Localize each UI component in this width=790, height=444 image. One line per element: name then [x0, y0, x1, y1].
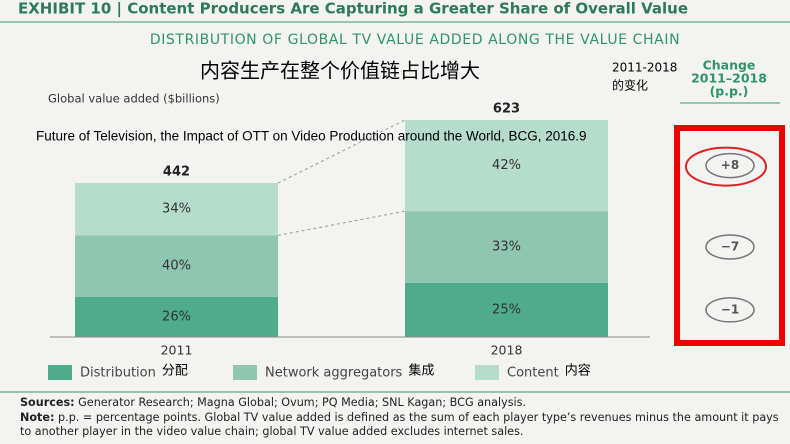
legend-note: 分配 — [162, 364, 188, 379]
bar-segment — [405, 120, 608, 212]
y-axis-label: Global value added ($billions) — [48, 92, 220, 106]
total-label: 623 — [493, 102, 520, 117]
bar-segment — [405, 211, 608, 283]
note: Note: p.p. = percentage points. Global T… — [20, 411, 780, 440]
x-tick-label: 2018 — [491, 343, 523, 358]
change-label: +8 — [721, 158, 739, 172]
footer: Sources: Generator Research; Magna Globa… — [20, 396, 780, 440]
change-note: 的变化 — [612, 78, 648, 93]
x-tick-label: 2011 — [161, 343, 193, 358]
value-label: 40% — [162, 259, 191, 274]
change-oval — [705, 297, 755, 323]
bar-segment — [75, 183, 278, 236]
legend-swatch — [475, 365, 499, 380]
value-label: 34% — [162, 202, 191, 217]
note-label: Note: — [20, 410, 55, 424]
bar-segment — [75, 235, 278, 297]
change-oval — [705, 234, 755, 260]
legend-label: Distribution — [80, 366, 156, 381]
sources-label: Sources: — [20, 396, 75, 409]
sources-text: Generator Research; Magna Global; Ovum; … — [78, 396, 527, 409]
total-label: 442 — [163, 165, 190, 180]
legend-label: Network aggregators — [265, 366, 403, 381]
connector — [277, 210, 406, 236]
change-label: −7 — [721, 239, 739, 253]
legend-label: Content — [507, 366, 559, 381]
value-label: 26% — [162, 309, 191, 324]
change-title: Change — [703, 58, 756, 73]
change-label: −1 — [721, 302, 739, 316]
legend-swatch — [233, 365, 257, 380]
value-label: 33% — [492, 239, 521, 254]
bar-segment — [75, 296, 278, 337]
change-title: (p.p.) — [710, 84, 749, 99]
sources: Sources: Generator Research; Magna Globa… — [20, 396, 780, 411]
chart-title: EXHIBIT 10 | Content Producers Are Captu… — [18, 0, 688, 19]
change-note: 2011-2018 — [612, 61, 677, 75]
change-title: 2011–2018 — [691, 71, 767, 86]
annotation: 内容生产在整个价值链占比增大 — [200, 59, 480, 83]
bar-segment — [405, 282, 608, 337]
chart-subtitle: DISTRIBUTION OF GLOBAL TV VALUE ADDED AL… — [150, 32, 680, 48]
legend-note: 集成 — [408, 363, 434, 379]
highlight-box — [674, 125, 785, 346]
note-text: p.p. = percentage points. Global TV valu… — [20, 410, 779, 439]
highlight-circle — [685, 146, 767, 187]
change-oval — [705, 152, 755, 179]
reference: Future of Television, the Impact of OTT … — [36, 129, 587, 144]
legend-note: 内容 — [565, 363, 591, 379]
legend-swatch — [48, 365, 72, 380]
value-label: 42% — [492, 158, 521, 173]
value-label: 25% — [492, 302, 521, 317]
